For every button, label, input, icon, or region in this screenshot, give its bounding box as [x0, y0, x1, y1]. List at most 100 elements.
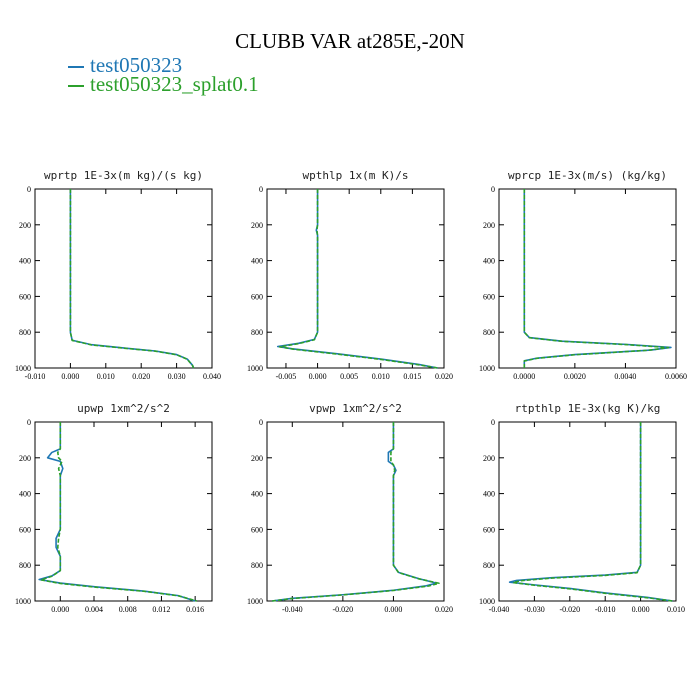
x-tick-label: 0.000 — [309, 372, 327, 381]
x-tick-label: 0.0020 — [564, 372, 586, 381]
y-tick-label: 800 — [251, 561, 263, 570]
y-tick-label: 400 — [251, 257, 263, 266]
y-tick-label: 600 — [483, 525, 495, 534]
series-line-1 — [69, 189, 195, 369]
y-tick-label: 1000 — [247, 597, 263, 606]
x-tick-label: 0.015 — [403, 372, 421, 381]
x-tick-label: 0.020 — [132, 372, 150, 381]
x-tick-label: 0.005 — [340, 372, 358, 381]
y-tick-label: 0 — [491, 418, 495, 427]
y-tick-label: 1000 — [15, 597, 31, 606]
series-line-1 — [271, 422, 438, 602]
y-tick-label: 0 — [491, 185, 495, 194]
y-tick-label: 0 — [27, 185, 31, 194]
x-tick-label: 0.010 — [97, 372, 115, 381]
panel-frame — [498, 421, 677, 602]
series-line-2 — [512, 422, 673, 602]
panel-frame — [266, 188, 445, 369]
x-tick-label: 0.000 — [384, 605, 402, 614]
x-tick-label: 0.020 — [435, 372, 453, 381]
series-line-2 — [271, 422, 440, 602]
x-tick-label: 0.000 — [51, 605, 69, 614]
panel-frame — [266, 421, 445, 602]
x-tick-label: 0.004 — [85, 605, 103, 614]
y-tick-label: 200 — [251, 454, 263, 463]
y-tick-label: 0 — [259, 185, 263, 194]
y-tick-label: 600 — [251, 525, 263, 534]
y-tick-label: 600 — [483, 292, 495, 301]
legend-entry-1: test050323 — [68, 54, 182, 76]
y-tick-label: 800 — [483, 561, 495, 570]
x-tick-label: -0.040 — [282, 605, 303, 614]
x-tick-label: 0.016 — [186, 605, 204, 614]
y-tick-label: 400 — [483, 490, 495, 499]
y-tick-label: 400 — [251, 490, 263, 499]
y-tick-label: 400 — [19, 490, 31, 499]
x-tick-label: -0.040 — [489, 605, 510, 614]
x-tick-label: 0.040 — [203, 372, 221, 381]
y-tick-label: 600 — [251, 292, 263, 301]
figure-title: CLUBB VAR at285E,-20N — [235, 29, 465, 53]
series-line-1 — [276, 189, 438, 369]
x-tick-label: 0.010 — [667, 605, 685, 614]
y-tick-label: 1000 — [479, 597, 495, 606]
x-tick-label: -0.020 — [333, 605, 354, 614]
x-tick-label: 0.010 — [372, 372, 390, 381]
y-tick-label: 400 — [19, 257, 31, 266]
y-tick-label: 800 — [19, 561, 31, 570]
panel-2: wpthlp 1x(m K)/s -0.005 0.000 0.005 0.010 0.0… — [247, 169, 453, 381]
x-tick-label: 0.020 — [435, 605, 453, 614]
series-line-2 — [69, 189, 195, 369]
x-tick-label: -0.010 — [25, 372, 46, 381]
panel-frame — [34, 188, 213, 369]
panel-title: wpthlp 1x(m K)/s — [303, 169, 409, 182]
y-tick-label: 200 — [19, 454, 31, 463]
x-tick-label: -0.005 — [276, 372, 297, 381]
x-tick-label: -0.030 — [524, 605, 545, 614]
legend-label-2: test050323_splat0.1 — [90, 72, 259, 96]
panel-title: vpwp 1xm^2/s^2 — [309, 402, 402, 415]
series-line-2 — [40, 422, 198, 602]
y-tick-label: 800 — [19, 328, 31, 337]
y-tick-label: 800 — [483, 328, 495, 337]
x-tick-label: 0.0000 — [513, 372, 535, 381]
panel-title: rtpthlp 1E-3x(kg K)/kg — [515, 402, 661, 415]
x-tick-label: 0.000 — [61, 372, 79, 381]
panel-6: rtpthlp 1E-3x(kg K)/kg -0.040 -0.030 -0.020… — [479, 402, 685, 614]
x-tick-label: 0.008 — [119, 605, 137, 614]
y-tick-label: 400 — [483, 257, 495, 266]
legend-entry-2: test050323_splat0.1 — [68, 73, 259, 95]
series-line-1 — [38, 422, 196, 602]
panel-5: vpwp 1xm^2/s^2 -0.040 -0.020 0.000 0.020 0 200… — [247, 402, 453, 614]
panel-title: wprcp 1E-3x(m/s) (kg/kg) — [508, 169, 667, 182]
x-tick-label: 0.000 — [632, 605, 650, 614]
panel-frame — [498, 188, 677, 369]
series-line-2 — [523, 189, 670, 368]
legend-line-1 — [68, 66, 84, 68]
panel-4: upwp 1xm^2/s^2 0.000 0.004 0.008 0.012 0.016 0… — [15, 402, 213, 614]
panel-frame — [34, 421, 213, 602]
y-tick-label: 200 — [483, 454, 495, 463]
y-tick-label: 200 — [251, 221, 263, 230]
panel-3: wprcp 1E-3x(m/s) (kg/kg) 0.0000 0.0020 0.00… — [479, 169, 687, 381]
series-line-1 — [523, 189, 672, 368]
y-tick-label: 1000 — [15, 364, 31, 373]
series-line-1 — [508, 422, 673, 602]
y-tick-label: 200 — [19, 221, 31, 230]
x-tick-label: 0.030 — [168, 372, 186, 381]
y-tick-label: 200 — [483, 221, 495, 230]
panel-title: upwp 1xm^2/s^2 — [77, 402, 170, 415]
x-tick-label: 0.0060 — [665, 372, 687, 381]
legend-label-1: test050323 — [90, 53, 183, 77]
panel-title: wprtp 1E-3x(m kg)/(s kg) — [44, 169, 203, 182]
y-tick-label: 0 — [259, 418, 263, 427]
x-tick-label: -0.010 — [595, 605, 616, 614]
x-tick-label: 0.0040 — [614, 372, 636, 381]
x-tick-label: -0.020 — [559, 605, 580, 614]
y-tick-label: 0 — [27, 418, 31, 427]
legend-line-2 — [68, 85, 84, 87]
y-tick-label: 600 — [19, 292, 31, 301]
y-tick-label: 800 — [251, 328, 263, 337]
y-tick-label: 600 — [19, 525, 31, 534]
